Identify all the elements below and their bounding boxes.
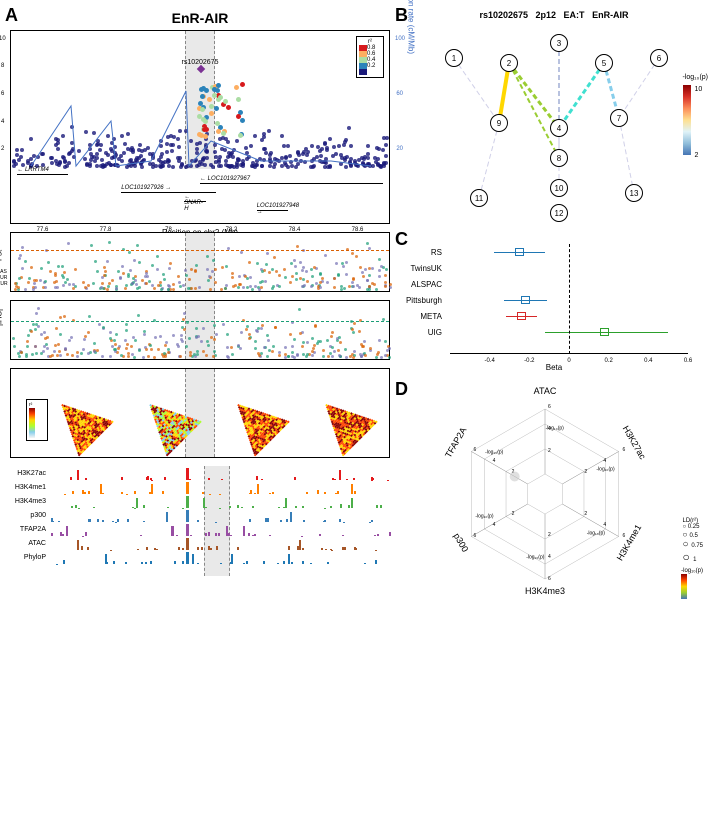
gene-track: ← LRRTM4 ← LOC101927967 LOC101927926 → ← …	[10, 169, 390, 224]
svg-text:-log₁₀(p): -log₁₀(p)	[475, 514, 494, 520]
epi-track-H3K4me3: H3K4me3	[10, 494, 390, 508]
svg-text:4: 4	[603, 522, 606, 528]
svg-text:2: 2	[512, 511, 515, 517]
fst-plot: Fst ● AFR-EAS ● AFR-EUR ● EAS-EUR	[10, 232, 390, 292]
forest-row-Pittsburgh: Pittsburgh	[450, 292, 688, 308]
network-node-10: 10	[550, 179, 568, 197]
svg-text:-log₁₀(p): -log₁₀(p)	[596, 466, 615, 472]
svg-text:6: 6	[622, 533, 625, 539]
radar-plot: ATAC-log₁₀(p)246H3K27ac-log₁₀(p)246H3K4m…	[400, 384, 708, 604]
forest-row-ALSPAC: ALSPAC	[450, 276, 688, 292]
ihs-ylabel: |iHS|	[0, 309, 4, 326]
svg-text:2: 2	[548, 532, 551, 538]
radar-color-legend: -log₁₀(p)	[681, 568, 703, 599]
gene-LOC101927926: LOC101927926 →	[121, 192, 216, 193]
network-node-13: 13	[625, 184, 643, 202]
ihs-plot: |iHS| ● AFR ● EAS ● EUR	[10, 300, 390, 360]
panel-c: C RSTwinsUKALSPACPittsburghMETAUIG Beta …	[400, 234, 708, 374]
svg-text:p300: p300	[452, 531, 471, 553]
svg-text:6: 6	[548, 576, 551, 582]
network-node-1: 1	[445, 49, 463, 67]
network-node-7: 7	[610, 109, 628, 127]
gene-LOC101927967: ← LOC101927967	[200, 183, 383, 184]
manhattan-plot: −log₁₀(p-value) Recombination rate (cM/M…	[10, 30, 390, 170]
fst-legend: ● AFR-EAS ● AFR-EUR ● EAS-EUR	[0, 267, 10, 289]
forest-xlabel: Beta	[546, 363, 562, 372]
svg-text:ATAC: ATAC	[534, 386, 557, 396]
panel-a: A EnR-AIR −log₁₀(p-value) Recombination …	[10, 10, 390, 614]
recomb-line	[11, 31, 389, 169]
gene-SNAR-H: ← SNAR-H	[184, 201, 206, 202]
svg-text:6: 6	[548, 404, 551, 410]
svg-text:6: 6	[474, 447, 477, 453]
epi-track-TFAP2A: TFAP2A	[10, 522, 390, 536]
svg-text:4: 4	[493, 522, 496, 528]
network-node-3: 3	[550, 34, 568, 52]
fst-ylabel: Fst	[0, 250, 4, 261]
panel-b: B rs10202675 2p12 EA:T EnR-AIR 123456789…	[400, 10, 708, 224]
svg-text:2: 2	[548, 448, 551, 454]
svg-text:-log₁₀(p): -log₁₀(p)	[587, 531, 606, 537]
radar-svg: ATAC-log₁₀(p)246H3K27ac-log₁₀(p)246H3K4m…	[400, 384, 690, 604]
svg-text:H3K4me1: H3K4me1	[615, 523, 644, 563]
forest-row-RS: RS	[450, 244, 688, 260]
epi-track-H3K4me1: H3K4me1	[10, 480, 390, 494]
radar-ld-legend: LD(r²) ○ 0.25 ○ 0.5 ○ 0.75 ○ 1	[682, 518, 703, 564]
network-node-11: 11	[470, 189, 488, 207]
ld-plot: LD patterns r²	[10, 368, 390, 458]
epi-track-p300: p300	[10, 508, 390, 522]
svg-text:2: 2	[584, 469, 587, 475]
forest-row-TwinsUK: TwinsUK	[450, 260, 688, 276]
ld-legend: r²	[26, 399, 48, 441]
network-node-9: 9	[490, 114, 508, 132]
network-node-4: 4	[550, 119, 568, 137]
network-title: rs10202675 2p12 EA:T EnR-AIR	[400, 10, 708, 20]
network-diagram: 12345678910111213 -log₁₀(p) 10 2	[400, 24, 708, 224]
svg-text:6: 6	[622, 447, 625, 453]
svg-text:6: 6	[474, 533, 477, 539]
epi-track-H3K27ac: H3K27ac	[10, 466, 390, 480]
ld-triangles	[11, 369, 389, 457]
svg-text:H3K27ac: H3K27ac	[621, 424, 648, 461]
epi-track-PhyloP: PhyloP	[10, 550, 390, 564]
panel-d: D ATAC-log₁₀(p)246H3K27ac-log₁₀(p)246H3K…	[400, 384, 708, 604]
network-node-12: 12	[550, 204, 568, 222]
network-node-8: 8	[550, 149, 568, 167]
svg-text:TFAP2A: TFAP2A	[443, 425, 468, 459]
gene-LOC101927948: LOC101927948 →	[257, 210, 289, 211]
svg-text:-log₁₀(p): -log₁₀(p)	[526, 554, 545, 560]
ihs-legend: ● AFR ● EAS ● EUR	[0, 335, 2, 357]
svg-text:-log₁₀(p): -log₁₀(p)	[485, 449, 504, 455]
svg-text:H3K4me3: H3K4me3	[525, 586, 565, 596]
svg-text:4: 4	[548, 554, 551, 560]
forest-row-UIG: UIG	[450, 324, 688, 340]
network-node-2: 2	[500, 54, 518, 72]
network-colorbar: -log₁₀(p) 10 2	[683, 74, 708, 155]
svg-text:2: 2	[584, 511, 587, 517]
network-node-6: 6	[650, 49, 668, 67]
forest-plot: RSTwinsUKALSPACPittsburghMETAUIG Beta -0…	[400, 234, 708, 374]
epi-track-ATAC: ATAC	[10, 536, 390, 550]
epigenetic-tracks: H3K27acH3K4me1H3K4me3p300TFAP2AATACPhylo…	[10, 466, 390, 576]
panel-b-label: B	[395, 5, 408, 26]
figure-container: A EnR-AIR −log₁₀(p-value) Recombination …	[0, 0, 708, 624]
forest-row-META: META	[450, 308, 688, 324]
gene-LRRTM4: ← LRRTM4	[17, 174, 67, 175]
panel-a-label: A	[5, 5, 18, 26]
svg-text:4: 4	[548, 426, 551, 432]
network-node-5: 5	[595, 54, 613, 72]
panel-a-title: EnR-AIR	[10, 10, 390, 26]
svg-text:4: 4	[493, 458, 496, 464]
svg-text:4: 4	[603, 458, 606, 464]
